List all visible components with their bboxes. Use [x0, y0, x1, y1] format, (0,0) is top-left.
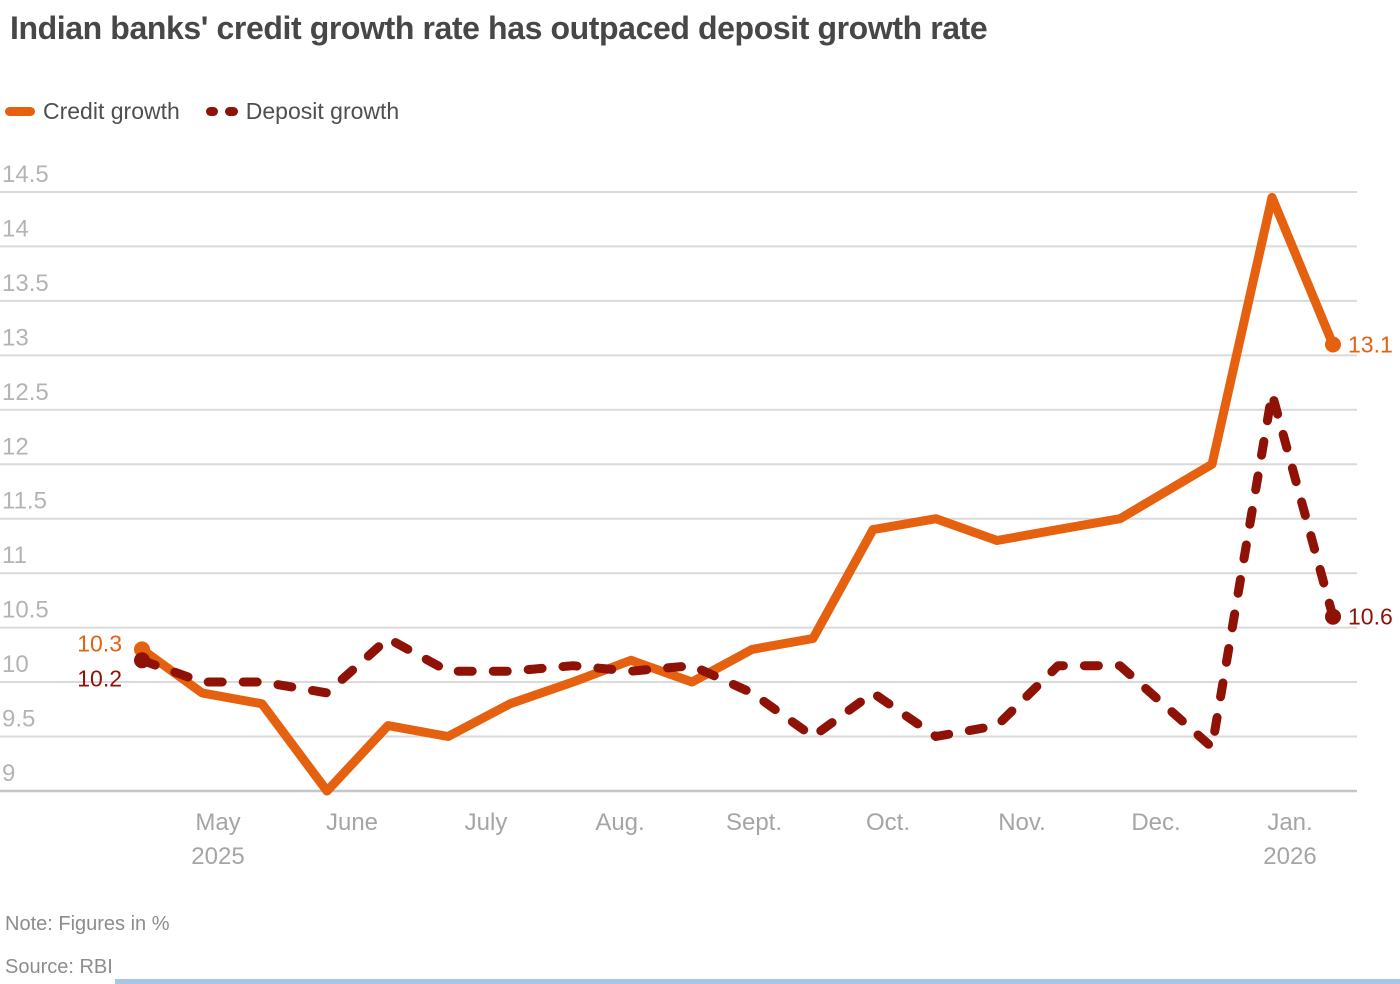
series-first-value-label: 10.2 [77, 665, 122, 691]
deposit-growth-line [137, 389, 1338, 752]
legend-label-deposit: Deposit growth [245, 98, 400, 124]
chart-title: Indian banks' credit growth rate has out… [10, 10, 988, 46]
y-axis-tick-label: 12 [2, 433, 29, 460]
x-axis-month-label: May [195, 809, 240, 836]
source-text: Source: RBI [5, 956, 113, 978]
series-start-dot [134, 652, 150, 669]
y-axis-tick-label: 14 [2, 215, 29, 242]
x-axis-month-label: Oct. [866, 809, 910, 836]
y-axis-tick-label: 9 [2, 760, 15, 787]
y-axis-tick-label: 14.5 [2, 161, 49, 188]
series-end-dot [1325, 336, 1341, 353]
x-axis-month-label: June [326, 809, 378, 836]
y-axis-tick-label: 11.5 [2, 488, 47, 515]
series-first-value-label: 10.3 [77, 630, 122, 656]
legend-item-deposit: Deposit growth [205, 98, 400, 125]
x-axis-year-label: 2025 [191, 843, 244, 870]
series-end-dot [1325, 608, 1341, 625]
note-text: Note: Figures in % [5, 913, 170, 935]
y-axis-tick-label: 12.5 [2, 379, 49, 406]
credit-growth-line [137, 192, 1338, 796]
x-axis-month-label: Nov. [998, 809, 1046, 836]
deposit-dash-swatch [205, 107, 238, 116]
y-axis-tick-label: 10.5 [2, 597, 49, 624]
legend: Credit growth Deposit growth [5, 98, 399, 125]
y-axis-tick-label: 10 [2, 651, 29, 678]
series-last-value-label: 10.6 [1348, 604, 1393, 630]
y-axis-tick-label: 9.5 [2, 706, 35, 733]
legend-item-credit: Credit growth [5, 98, 180, 125]
x-axis-year-label: 2026 [1263, 843, 1316, 870]
y-axis-tick-label: 13 [2, 324, 29, 351]
credit-line-swatch [5, 107, 35, 116]
x-axis-month-label: Sept. [726, 809, 782, 836]
bottom-accent-bar [115, 979, 1400, 984]
x-axis-month-label: Jan. [1267, 809, 1312, 836]
legend-label-credit: Credit growth [43, 98, 180, 124]
x-axis-month-label: Dec. [1131, 809, 1180, 836]
x-axis-month-label: Aug. [595, 809, 644, 836]
y-axis-tick-label: 13.5 [2, 270, 49, 297]
y-axis-tick-label: 11 [2, 542, 27, 569]
series-last-value-label: 13.1 [1348, 332, 1393, 358]
x-axis-month-label: July [465, 809, 508, 836]
